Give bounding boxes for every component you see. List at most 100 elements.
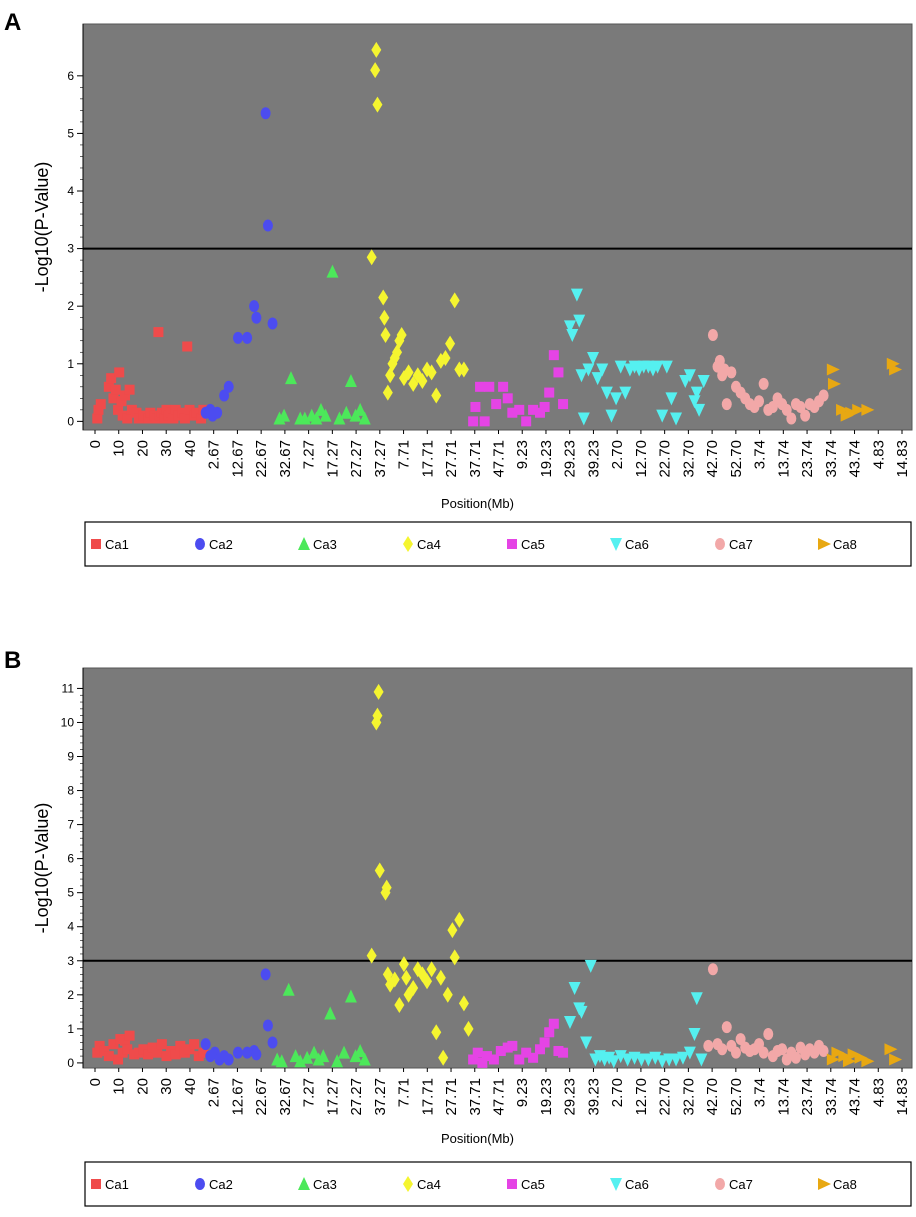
point-ca8 xyxy=(884,1043,898,1056)
point-ca1 xyxy=(92,413,103,424)
point-ca1 xyxy=(124,384,135,395)
x-tick-label: 3.74 xyxy=(752,1078,769,1107)
point-ca6 xyxy=(580,1036,593,1050)
legend-label: Ca7 xyxy=(729,1177,753,1192)
point-ca1 xyxy=(108,393,119,404)
point-ca2 xyxy=(262,219,273,232)
point-ca3 xyxy=(358,1052,371,1066)
point-ca4 xyxy=(379,309,390,326)
point-ca4 xyxy=(447,922,458,939)
point-ca4 xyxy=(445,335,456,352)
point-ca3 xyxy=(354,402,367,416)
point-ca4 xyxy=(366,249,377,266)
legend: Ca1 Ca2 Ca3 Ca4 Ca5 Ca6 Ca7 Ca8 xyxy=(84,521,912,567)
point-ca4 xyxy=(431,387,442,404)
point-ca5 xyxy=(507,1040,518,1051)
point-ca3 xyxy=(275,1054,288,1068)
point-ca1 xyxy=(103,381,114,392)
point-ca1 xyxy=(138,1044,149,1055)
point-ca6 xyxy=(697,375,710,389)
x-tick-label: 20 xyxy=(134,1078,151,1095)
point-ca2 xyxy=(223,1053,234,1066)
x-tick-label: 9.23 xyxy=(514,440,531,469)
point-ca7 xyxy=(818,389,829,402)
point-ca5 xyxy=(539,1037,550,1048)
legend-item-ca7: Ca7 xyxy=(715,1177,753,1192)
point-ca6 xyxy=(688,395,701,409)
point-ca2 xyxy=(267,1036,278,1049)
point-ca4 xyxy=(458,361,469,378)
y-tick-label: 2 xyxy=(67,299,74,313)
point-ca1 xyxy=(161,1051,172,1062)
point-ca7 xyxy=(726,366,737,379)
x-tick-label: 7.27 xyxy=(301,440,318,469)
x-tick-label: 13.74 xyxy=(775,440,792,478)
x-tick-label: 2.67 xyxy=(206,440,223,469)
point-ca6 xyxy=(600,386,613,400)
point-ca7 xyxy=(754,395,765,408)
point-ca6 xyxy=(605,409,618,423)
x-tick-label: 39.23 xyxy=(585,1078,602,1116)
point-ca6 xyxy=(656,409,669,423)
legend-item-ca3: Ca3 xyxy=(298,537,337,552)
point-ca8 xyxy=(826,1053,840,1066)
x-tick-label: 2.70 xyxy=(609,1078,626,1107)
series-ca7 xyxy=(703,963,829,1066)
x-tick-label: 29.23 xyxy=(562,440,579,478)
series-ca3 xyxy=(271,982,371,1068)
y-tick-label: 3 xyxy=(67,242,74,256)
point-ca6 xyxy=(619,386,632,400)
legend-label: Ca2 xyxy=(209,1177,233,1192)
point-ca6 xyxy=(651,360,664,374)
point-ca8 xyxy=(861,1055,875,1068)
x-tick-label: 52.70 xyxy=(728,440,745,478)
y-tick-label: 10 xyxy=(61,715,75,729)
x-tick-label: 12.70 xyxy=(633,440,650,478)
legend-marker xyxy=(610,538,622,551)
point-ca6 xyxy=(670,412,683,426)
series-ca2 xyxy=(200,968,278,1066)
point-ca5 xyxy=(558,399,569,410)
point-ca5 xyxy=(477,1057,488,1068)
x-tick-label: 23.74 xyxy=(799,440,816,478)
x-tick-label: 42.70 xyxy=(704,1078,721,1116)
point-ca7 xyxy=(703,1039,714,1052)
series-ca8 xyxy=(826,357,903,422)
point-ca7 xyxy=(730,1046,741,1059)
legend-label: Ca8 xyxy=(833,1177,857,1192)
legend-label: Ca7 xyxy=(729,537,753,552)
point-ca1 xyxy=(131,407,142,418)
y-tick-label: 1 xyxy=(67,1022,74,1036)
point-ca1 xyxy=(198,1047,209,1058)
point-ca7 xyxy=(818,1044,829,1057)
point-ca7 xyxy=(800,409,811,422)
point-ca6 xyxy=(582,363,595,377)
point-ca6 xyxy=(683,1046,696,1060)
legend: Ca1 Ca2 Ca3 Ca4 Ca5 Ca6 Ca7 Ca8 xyxy=(84,1161,912,1207)
point-ca1 xyxy=(95,399,106,410)
point-ca6 xyxy=(670,1053,683,1067)
legend-item-ca7: Ca7 xyxy=(715,537,753,552)
legend-item-ca1: Ca1 xyxy=(91,1177,129,1192)
legend-marker xyxy=(818,538,831,550)
point-ca3 xyxy=(326,264,339,278)
y-axis-label: -Log10(P-Value) xyxy=(32,803,52,934)
x-tick-label: 22.70 xyxy=(657,1078,674,1116)
point-ca5 xyxy=(535,1044,546,1055)
legend-marker xyxy=(195,1178,205,1190)
point-ca5 xyxy=(548,1018,559,1029)
point-ca5 xyxy=(479,416,490,427)
point-ca6 xyxy=(660,360,673,374)
point-ca8 xyxy=(827,377,841,390)
point-ca8 xyxy=(845,406,859,419)
legend-marker xyxy=(507,1179,517,1189)
point-ca5 xyxy=(507,407,518,418)
point-ca1 xyxy=(184,1044,195,1055)
point-ca4 xyxy=(454,911,465,928)
point-ca6 xyxy=(563,1016,576,1030)
point-ca4 xyxy=(401,969,412,986)
point-ca1 xyxy=(170,404,181,415)
point-ca4 xyxy=(403,364,414,381)
point-ca5 xyxy=(521,1047,532,1058)
point-ca1 xyxy=(116,396,127,407)
